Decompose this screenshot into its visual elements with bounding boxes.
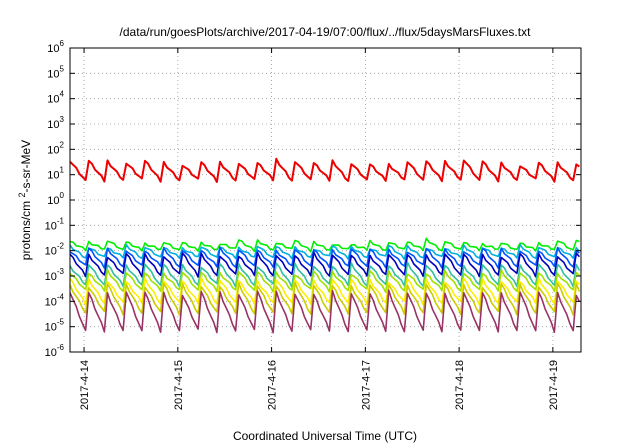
y-axis-ticks: 106 105 104 103 102 101 100 10-1 10-2 10-3 10-4 10-… — [45, 39, 581, 359]
y-tick-label: 10-2 — [45, 242, 65, 258]
y-tick-label: 10-4 — [45, 292, 65, 308]
series-line-4 — [69, 251, 580, 278]
y-tick-label: 103 — [47, 115, 64, 131]
series-line-3 — [69, 246, 580, 269]
y-tick-label: 10-6 — [45, 343, 65, 359]
series-line-0 — [69, 157, 580, 183]
plot-frame — [69, 47, 582, 353]
series-line-7 — [69, 276, 580, 306]
y-tick-label: 10-5 — [45, 318, 65, 334]
y-tick-label: 101 — [47, 166, 64, 182]
series-line-1 — [69, 237, 580, 253]
chart-title: /data/run/goesPlots/archive/2017-04-19/0… — [120, 25, 532, 39]
y-tick-label: 104 — [47, 90, 64, 106]
grid-lines — [70, 48, 581, 352]
y-axis-label-suffix: -s-sr-MeV — [19, 140, 33, 193]
series-line-6 — [69, 269, 580, 293]
series-line-2 — [69, 243, 581, 261]
x-tick-label: 2017-4-15 — [173, 360, 185, 410]
x-tick-label: 2017-4-16 — [267, 360, 279, 410]
y-tick-label: 105 — [47, 64, 64, 80]
x-tick-label: 2017-4-19 — [548, 360, 560, 410]
y-tick-label: 100 — [47, 191, 64, 207]
y-tick-label: 106 — [47, 39, 64, 55]
series-lines — [69, 157, 581, 334]
series-line-9 — [69, 289, 581, 334]
series-line-5 — [69, 261, 581, 288]
y-axis-label-text: protons/cm — [19, 201, 33, 260]
x-axis-label: Coordinated Universal Time (UTC) — [233, 429, 417, 443]
x-tick-label: 2017-4-18 — [454, 360, 466, 410]
x-tick-label: 2017-4-14 — [79, 360, 91, 410]
y-axis-label-superscript: 2 — [17, 192, 27, 197]
x-tick-label: 2017-4-17 — [360, 360, 372, 410]
y-tick-label: 10-1 — [45, 216, 65, 232]
y-axis-label: protons/cm 2-s-sr-MeV — [17, 140, 33, 260]
y-tick-label: 102 — [47, 140, 64, 156]
x-axis-ticks: 2017-4-14 2017-4-15 2017-4-16 2017-4-17 2017… — [79, 48, 560, 410]
series-line-8 — [69, 281, 581, 316]
y-tick-label: 10-3 — [45, 267, 65, 283]
